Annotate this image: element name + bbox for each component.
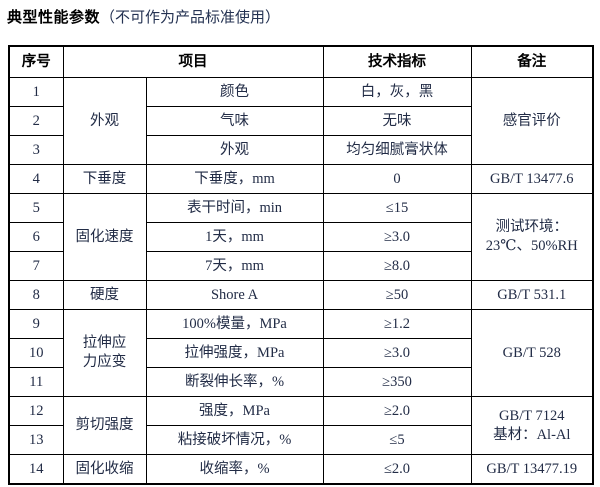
note-cell: GB/T 528 (470, 309, 594, 397)
seq-cell: 4 (8, 164, 64, 194)
table-row: 14 固化收缩 收缩率，% ≤2.0 GB/T 13477.19 (8, 454, 594, 485)
table-row: 3 外观 均匀细腻膏状体 (8, 135, 593, 165)
group-cell: 固化收缩 (62, 454, 147, 485)
spec-cell: ≥1.2 (322, 309, 472, 339)
header-spec: 技术指标 (322, 45, 472, 78)
table-row: 11 断裂伸长率，% ≥350 (8, 367, 593, 397)
spec-cell: ≥3.0 (322, 222, 472, 252)
seq-cell: 7 (8, 251, 64, 281)
note-cell: 感官评价 (470, 77, 594, 165)
spec-cell: 白，灰，黑 (322, 77, 472, 107)
item-cell: 100%模量，MPa (145, 309, 324, 339)
table-row: 10 拉伸强度，MPa ≥3.0 (8, 338, 593, 368)
spec-cell: ≥350 (322, 367, 472, 397)
seq-cell: 12 (8, 396, 64, 426)
seq-cell: 8 (8, 280, 64, 310)
seq-cell: 3 (8, 135, 64, 165)
seq-cell: 5 (8, 193, 64, 223)
spec-cell: ≤5 (322, 425, 472, 455)
seq-cell: 10 (8, 338, 64, 368)
item-cell: 拉伸强度，MPa (145, 338, 324, 368)
spec-cell: ≥2.0 (322, 396, 472, 426)
item-cell: 下垂度，mm (145, 164, 324, 194)
item-cell: 表干时间，min (145, 193, 324, 223)
table-row: 12 剪切强度 强度，MPa ≥2.0 GB/T 7124 基材：Al-Al (8, 396, 594, 455)
note-cell: GB/T 13477.6 (470, 164, 594, 194)
spec-cell: ≥8.0 (322, 251, 472, 281)
header-note: 备注 (470, 45, 594, 78)
spec-cell: 无味 (322, 106, 472, 136)
note-cell: GB/T 531.1 (470, 280, 594, 310)
table-row: 2 气味 无味 (8, 106, 593, 136)
item-cell: Shore A (145, 280, 324, 310)
header-item: 项目 (62, 45, 324, 78)
seq-cell: 14 (8, 454, 64, 485)
table-row: 7 7天，mm ≥8.0 (8, 251, 593, 281)
group-cell: 拉伸应 力应变 (62, 309, 147, 397)
performance-parameters-table: 序号 项目 技术指标 备注 1 外观 颜色 白，灰，黑 感官评价 2 气味 无味… (8, 45, 594, 485)
table-row: 13 粘接破坏情况，% ≤5 (8, 425, 593, 455)
group-cell: 外观 (62, 77, 147, 165)
table-row: 5 固化速度 表干时间，min ≤15 测试环境： 23℃、50%RH (8, 193, 594, 281)
spec-cell: ≤15 (322, 193, 472, 223)
spec-cell: 0 (322, 164, 472, 194)
seq-cell: 11 (8, 367, 64, 397)
item-cell: 7天，mm (145, 251, 324, 281)
title-parenthetical: （不可作为产品标准使用） (100, 10, 281, 26)
item-cell: 粘接破坏情况，% (145, 425, 324, 455)
seq-cell: 9 (8, 309, 64, 339)
item-cell: 断裂伸长率，% (145, 367, 324, 397)
table-row: 4 下垂度 下垂度，mm 0 GB/T 13477.6 (8, 164, 594, 194)
note-cell: GB/T 7124 基材：Al-Al (470, 396, 594, 455)
title-main: 典型性能参数 (7, 10, 101, 26)
spec-cell: ≥50 (322, 280, 472, 310)
note-cell: GB/T 13477.19 (470, 454, 594, 485)
table-header-row: 序号 项目 技术指标 备注 (8, 45, 594, 78)
group-cell: 硬度 (62, 280, 147, 310)
header-seq: 序号 (8, 45, 64, 78)
seq-cell: 2 (8, 106, 64, 136)
group-cell: 剪切强度 (62, 396, 147, 455)
table-row: 9 拉伸应 力应变 100%模量，MPa ≥1.2 GB/T 528 (8, 309, 594, 397)
group-cell: 下垂度 (62, 164, 147, 194)
seq-cell: 6 (8, 222, 64, 252)
item-cell: 外观 (145, 135, 324, 165)
page-title: 典型性能参数（不可作为产品标准使用） (0, 0, 600, 28)
item-cell: 强度，MPa (145, 396, 324, 426)
seq-cell: 13 (8, 425, 64, 455)
table-row: 8 硬度 Shore A ≥50 GB/T 531.1 (8, 280, 594, 310)
spec-cell: ≥3.0 (322, 338, 472, 368)
seq-cell: 1 (8, 77, 64, 107)
spec-cell: 均匀细腻膏状体 (322, 135, 472, 165)
table-row: 1 外观 颜色 白，灰，黑 感官评价 (8, 77, 594, 165)
item-cell: 1天，mm (145, 222, 324, 252)
item-cell: 收缩率，% (145, 454, 324, 485)
item-cell: 气味 (145, 106, 324, 136)
item-cell: 颜色 (145, 77, 324, 107)
group-cell: 固化速度 (62, 193, 147, 281)
note-cell: 测试环境： 23℃、50%RH (470, 193, 594, 281)
spec-cell: ≤2.0 (322, 454, 472, 485)
